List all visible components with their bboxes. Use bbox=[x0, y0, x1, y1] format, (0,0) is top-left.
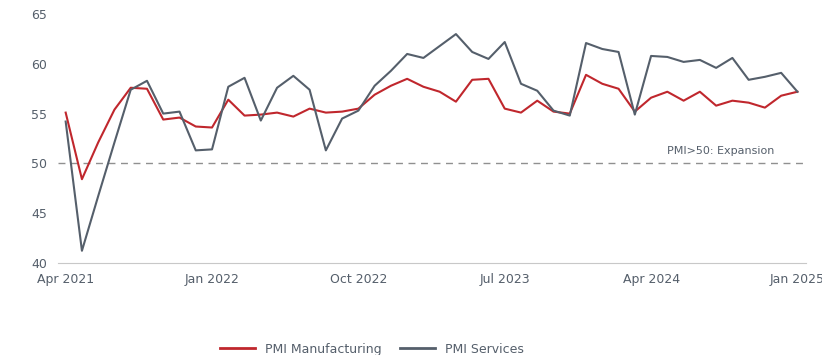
Legend: PMI Manufacturing, PMI Services: PMI Manufacturing, PMI Services bbox=[215, 338, 529, 355]
Text: PMI>50: Expansion: PMI>50: Expansion bbox=[667, 146, 774, 156]
